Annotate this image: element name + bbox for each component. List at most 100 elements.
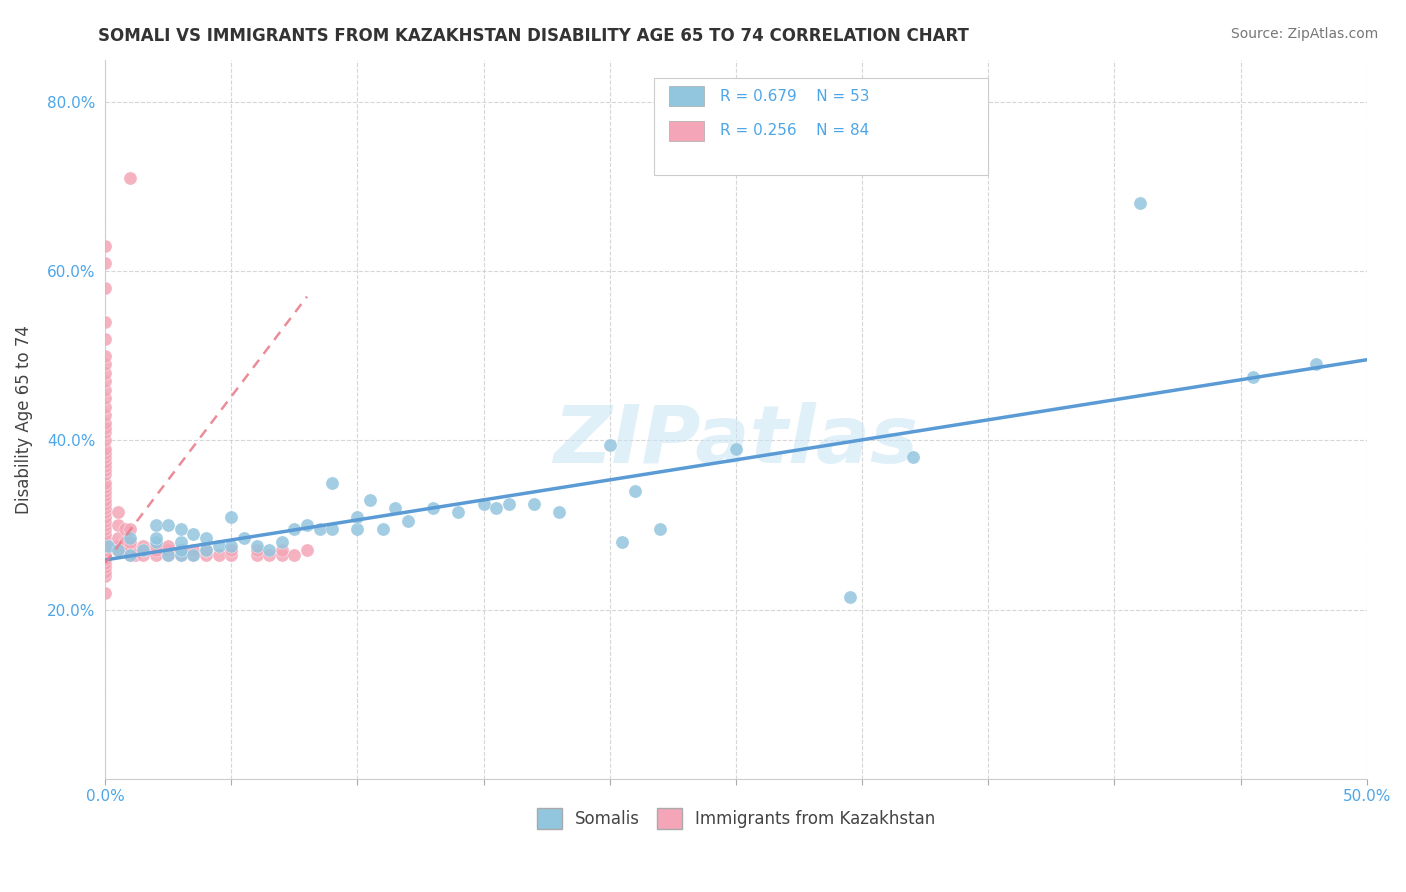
Point <box>94 281 117 295</box>
Point <box>498 497 520 511</box>
Point <box>107 539 129 553</box>
Point <box>94 446 117 460</box>
Point <box>145 531 167 545</box>
Point <box>170 535 193 549</box>
Point <box>94 391 117 405</box>
Point <box>132 539 155 553</box>
Point <box>157 548 180 562</box>
Point <box>321 522 343 536</box>
Point <box>283 548 305 562</box>
Point <box>485 501 508 516</box>
Point <box>94 484 117 499</box>
Point <box>94 458 117 473</box>
Point <box>94 475 117 490</box>
Point <box>107 518 129 533</box>
Point <box>94 492 117 507</box>
Point <box>1241 370 1264 384</box>
Text: Source: ZipAtlas.com: Source: ZipAtlas.com <box>1230 27 1378 41</box>
Text: SOMALI VS IMMIGRANTS FROM KAZAKHSTAN DISABILITY AGE 65 TO 74 CORRELATION CHART: SOMALI VS IMMIGRANTS FROM KAZAKHSTAN DIS… <box>98 27 969 45</box>
Point <box>94 518 117 533</box>
Point <box>219 543 242 558</box>
Point <box>257 548 280 562</box>
Point <box>94 488 117 502</box>
Point <box>94 463 117 477</box>
Point <box>94 425 117 439</box>
Point <box>270 548 292 562</box>
Point <box>359 492 381 507</box>
Point <box>548 505 571 519</box>
Point <box>422 501 444 516</box>
Point <box>107 505 129 519</box>
Point <box>1129 196 1152 211</box>
Point <box>132 548 155 562</box>
Point <box>145 518 167 533</box>
Point <box>371 522 394 536</box>
Point <box>94 467 117 482</box>
Point <box>321 475 343 490</box>
Point <box>346 509 368 524</box>
Point <box>170 543 193 558</box>
Point <box>97 539 120 553</box>
Text: ZIPatlas: ZIPatlas <box>554 401 918 480</box>
Point <box>170 522 193 536</box>
Point <box>195 548 218 562</box>
Point <box>94 539 117 553</box>
Point <box>219 548 242 562</box>
Point <box>145 548 167 562</box>
Point <box>145 543 167 558</box>
Point <box>157 548 180 562</box>
Point <box>283 522 305 536</box>
Point <box>94 565 117 579</box>
Point <box>94 531 117 545</box>
Point <box>94 543 117 558</box>
Point <box>295 518 318 533</box>
Point <box>94 586 117 600</box>
Point <box>94 442 117 456</box>
Point <box>396 514 419 528</box>
Point <box>612 535 634 549</box>
Point <box>145 535 167 549</box>
Point <box>170 548 193 562</box>
Point <box>94 535 117 549</box>
Point <box>447 505 470 519</box>
Point <box>94 239 117 253</box>
Y-axis label: Disability Age 65 to 74: Disability Age 65 to 74 <box>15 325 32 514</box>
Point <box>295 543 318 558</box>
Point <box>94 569 117 583</box>
Point <box>219 539 242 553</box>
Point <box>107 543 129 558</box>
Point <box>308 522 330 536</box>
Point <box>157 539 180 553</box>
Point <box>901 450 924 465</box>
Point <box>94 454 117 468</box>
Point <box>94 480 117 494</box>
Point <box>183 543 205 558</box>
FancyBboxPatch shape <box>669 120 704 141</box>
Legend: Somalis, Immigrants from Kazakhstan: Somalis, Immigrants from Kazakhstan <box>530 802 942 835</box>
FancyBboxPatch shape <box>669 87 704 106</box>
Point <box>94 383 117 397</box>
Point <box>724 442 747 456</box>
Point <box>245 548 267 562</box>
Point <box>523 497 546 511</box>
Point <box>94 374 117 388</box>
Point <box>94 366 117 380</box>
Point <box>232 531 254 545</box>
Point <box>120 539 142 553</box>
Point <box>120 171 142 186</box>
Point <box>132 543 155 558</box>
Text: R = 0.256    N = 84: R = 0.256 N = 84 <box>720 123 869 138</box>
Point <box>120 548 142 562</box>
Point <box>94 408 117 422</box>
Point <box>94 421 117 435</box>
Point <box>94 509 117 524</box>
Point <box>208 539 231 553</box>
Point <box>94 560 117 574</box>
Point <box>145 539 167 553</box>
Point <box>157 518 180 533</box>
Point <box>270 535 292 549</box>
Point <box>650 522 672 536</box>
Point <box>94 497 117 511</box>
Point <box>94 256 117 270</box>
Point <box>94 552 117 566</box>
